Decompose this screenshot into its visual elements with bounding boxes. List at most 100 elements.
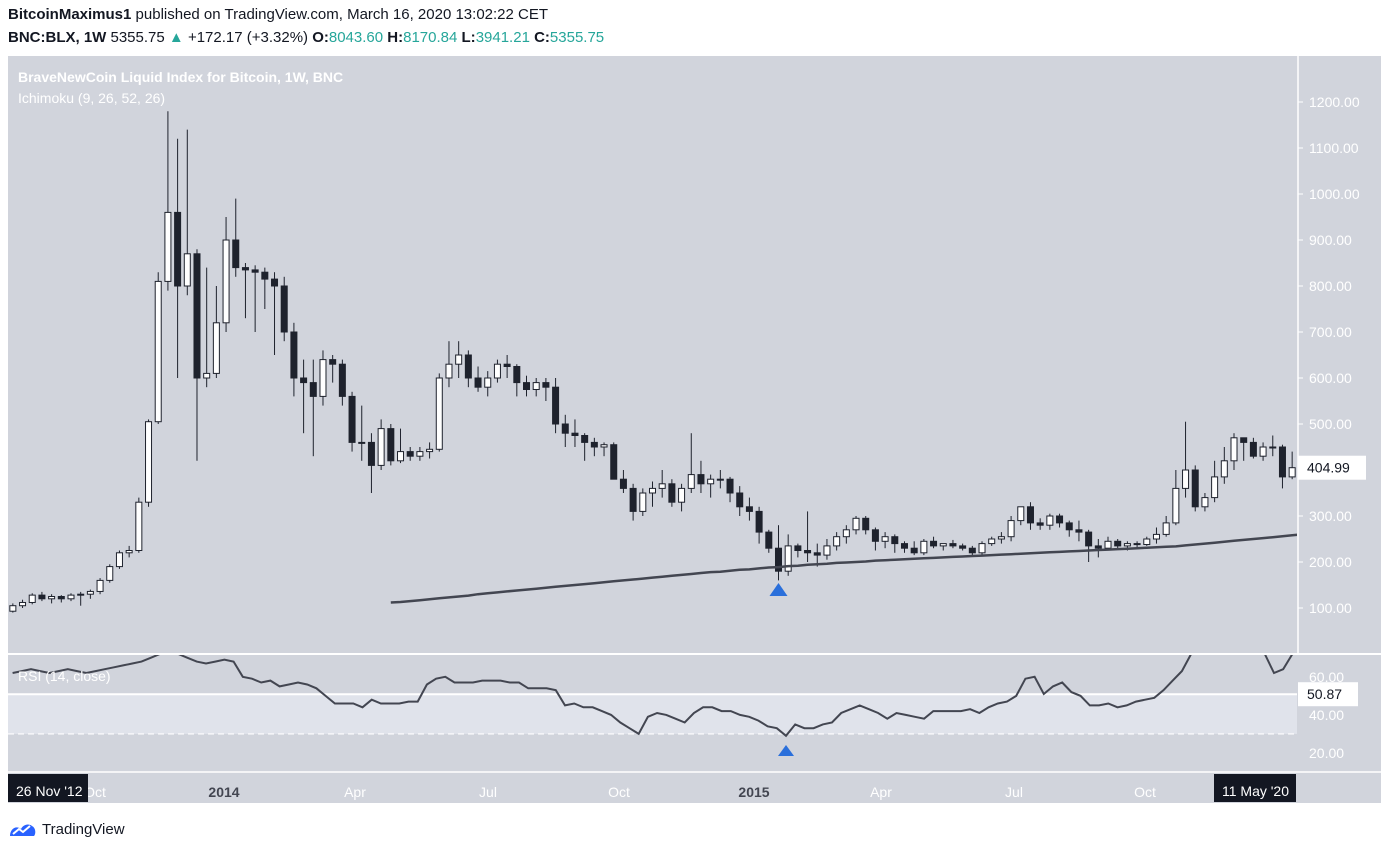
- price-tick-label: 100.00: [1309, 600, 1352, 616]
- candle: [474, 366, 482, 392]
- candle-body: [1056, 515, 1064, 524]
- candle-body: [435, 377, 443, 450]
- candle-body: [503, 363, 511, 368]
- candle-body: [387, 428, 395, 462]
- candle-body: [1114, 540, 1122, 547]
- candle-body: [1123, 543, 1131, 547]
- pane-labels: BraveNewCoin Liquid Index for Bitcoin, 1…: [18, 69, 343, 684]
- candle-body: [222, 239, 230, 324]
- candle-body: [590, 441, 598, 448]
- candle-body: [484, 377, 492, 388]
- candle: [125, 545, 133, 558]
- candle-body: [135, 501, 143, 552]
- candle: [813, 543, 821, 567]
- candle-body: [755, 510, 763, 533]
- candle: [920, 539, 928, 556]
- candle: [493, 359, 501, 383]
- candle: [571, 419, 579, 447]
- candle-body: [358, 441, 366, 444]
- candle-body: [910, 547, 918, 554]
- time-tick-label: Jul: [479, 784, 497, 800]
- candle: [1230, 433, 1238, 470]
- candle-body: [542, 382, 550, 388]
- candle: [193, 249, 201, 461]
- candle-body: [571, 432, 579, 437]
- candle: [513, 364, 521, 397]
- candle: [183, 129, 191, 296]
- author-name[interactable]: BitcoinMaximus1: [8, 6, 132, 23]
- price-axis[interactable]: 100.00200.00300.00400.00500.00600.00700.…: [1297, 56, 1381, 803]
- candle-body: [474, 377, 482, 388]
- candle: [532, 378, 540, 397]
- candle: [726, 476, 734, 503]
- candle-body: [1046, 515, 1054, 526]
- main-pane-background: [8, 56, 1297, 654]
- rsi-tick-label: 60.00: [1309, 669, 1344, 685]
- candle: [367, 433, 375, 493]
- candle-body: [125, 550, 133, 554]
- candle-body: [416, 451, 424, 457]
- candle: [939, 543, 947, 551]
- time-tick-label: Oct: [608, 784, 630, 800]
- candle: [135, 497, 143, 553]
- candle: [1211, 460, 1219, 503]
- candle: [881, 532, 889, 549]
- tradingview-logo[interactable]: TradingView: [8, 818, 125, 840]
- candle: [271, 272, 279, 355]
- time-tick-label: Jul: [1005, 784, 1023, 800]
- candle: [765, 529, 773, 553]
- candle-body: [1278, 446, 1286, 478]
- candle-body: [377, 428, 385, 466]
- candle: [1278, 444, 1286, 489]
- candle-body: [968, 547, 976, 554]
- candle: [1085, 529, 1093, 562]
- candle: [930, 536, 938, 549]
- candle: [523, 375, 531, 397]
- candle-body: [871, 529, 879, 542]
- candle: [435, 373, 443, 452]
- price-tick-label: 1200.00: [1309, 94, 1360, 110]
- candle-body: [513, 366, 521, 384]
- candle-body: [813, 552, 821, 556]
- up-arrow-icon: ▲: [168, 29, 184, 46]
- candle: [852, 516, 860, 535]
- candle: [1269, 435, 1277, 457]
- triangle-up-icon: [769, 583, 788, 596]
- candle-body: [997, 536, 1005, 540]
- candle: [232, 198, 240, 277]
- candle: [484, 371, 492, 397]
- candle-body: [1211, 476, 1219, 499]
- range-end-label: 11 May '20: [1222, 783, 1289, 799]
- candle-body: [309, 382, 317, 397]
- candle-body: [920, 540, 928, 554]
- candle: [1162, 516, 1170, 537]
- candle-body: [1094, 545, 1102, 549]
- candle-body: [1133, 543, 1141, 546]
- candle: [784, 534, 792, 576]
- candle-body: [823, 545, 831, 556]
- candle: [290, 322, 298, 397]
- candle-body: [1249, 441, 1257, 457]
- candle-body: [561, 423, 569, 434]
- candle-body: [19, 601, 27, 607]
- candle-body: [600, 444, 608, 448]
- range-end-tag: [1214, 774, 1296, 802]
- candle-body: [96, 579, 104, 592]
- candle-body: [348, 395, 356, 443]
- candle: [397, 428, 405, 464]
- candle-body: [38, 594, 46, 600]
- candle: [154, 272, 162, 424]
- candle: [309, 359, 317, 457]
- candle-body: [183, 253, 191, 287]
- candle: [1026, 502, 1034, 530]
- candle: [174, 138, 182, 378]
- candle-body: [687, 474, 695, 489]
- candle: [1240, 437, 1248, 461]
- candle: [358, 405, 366, 461]
- tradingview-name: TradingView: [42, 820, 125, 838]
- candle-body: [668, 483, 676, 503]
- candle-body: [949, 543, 957, 547]
